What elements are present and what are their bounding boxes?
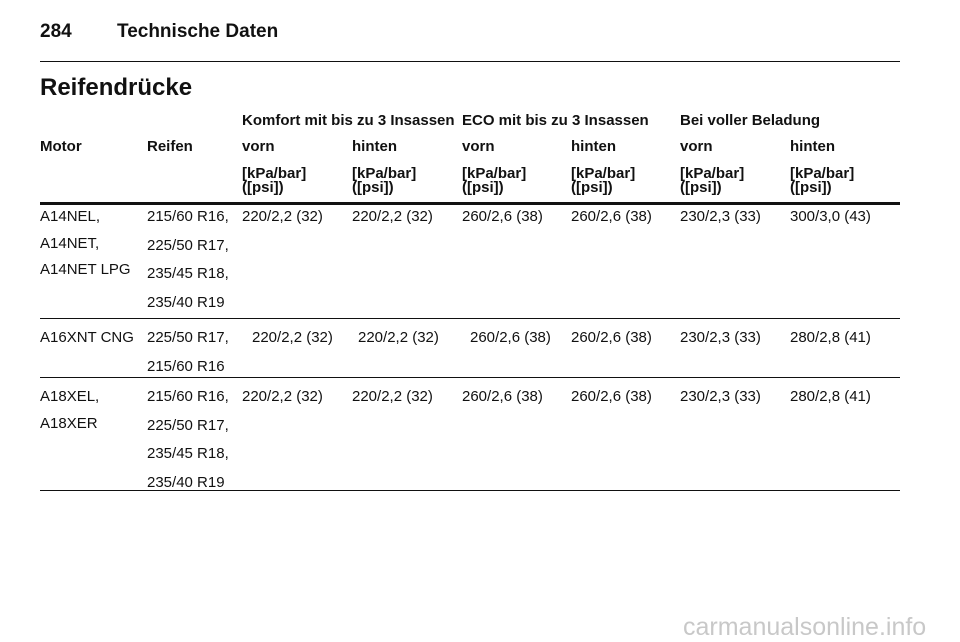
unit-label: ([psi]) — [680, 179, 722, 196]
pressure: 300/3,0 (43) — [790, 208, 871, 225]
pressure: 220/2,2 (32) — [252, 329, 333, 346]
pressure: 230/2,3 (33) — [680, 329, 761, 346]
pressure: 230/2,3 (33) — [680, 208, 761, 225]
tire-size: 235/40 R19 — [147, 473, 225, 491]
motor: A18XER — [40, 414, 98, 432]
unit-label: [kPa/bar] — [790, 165, 855, 182]
group-header: ECO mit bis zu 3 Insassen — [462, 112, 649, 129]
motor: A14NET, — [40, 234, 100, 252]
pressure: 220/2,2 (32) — [352, 388, 433, 405]
tire-size: 235/45 R18, — [147, 445, 229, 462]
unit-label: [kPa/bar] — [462, 165, 527, 182]
column-header: vorn — [462, 138, 495, 155]
pressure: 260/2,6 (38) — [462, 208, 543, 225]
column-header: Motor — [40, 138, 82, 155]
tire-size: 225/50 R17, — [147, 416, 229, 434]
motor: A14NEL, — [40, 208, 101, 225]
section-title: Reifendrücke — [40, 74, 193, 101]
column-header: hinten — [352, 138, 397, 155]
column-header: hinten — [571, 138, 616, 155]
unit-label: ([psi]) — [352, 179, 394, 196]
pressure: 280/2,8 (41) — [790, 329, 871, 346]
pressure: 280/2,8 (41) — [790, 388, 871, 405]
tire-size: 225/50 R17, — [147, 329, 229, 346]
pressure: 260/2,6 (38) — [571, 208, 652, 225]
row-rule — [40, 377, 900, 378]
unit-label: ([psi]) — [242, 179, 284, 196]
group-header: Bei voller Beladung — [680, 112, 821, 129]
unit-label: ([psi]) — [790, 179, 832, 196]
column-header: vorn — [242, 138, 275, 155]
header-rule — [40, 61, 900, 62]
pressure: 220/2,2 (32) — [352, 208, 433, 225]
motor: A14NET LPG — [40, 261, 131, 278]
page-title: Technische Daten — [117, 21, 279, 42]
group-header: Komfort mit bis zu 3 Insassen — [242, 112, 455, 129]
pressure: 230/2,3 (33) — [680, 388, 761, 405]
unit-label: [kPa/bar] — [680, 165, 745, 182]
pressure: 260/2,6 (38) — [462, 388, 543, 405]
pressure: 220/2,2 (32) — [358, 329, 439, 346]
motor: A16XNT CNG — [40, 329, 134, 346]
tire-size: 215/60 R16, — [147, 388, 229, 405]
pressure: 260/2,6 (38) — [470, 329, 551, 346]
unit-label: [kPa/bar] — [571, 165, 636, 182]
unit-label: [kPa/bar] — [242, 165, 307, 182]
pressure: 220/2,2 (32) — [242, 208, 323, 225]
tire-size: 235/40 R19 — [147, 293, 225, 311]
column-header: Reifen — [147, 138, 193, 155]
pressure: 220/2,2 (32) — [242, 388, 323, 405]
tire-size: 225/50 R17, — [147, 236, 229, 254]
unit-label: [kPa/bar] — [352, 165, 417, 182]
column-header: hinten — [790, 138, 835, 155]
tire-size: 215/60 R16, — [147, 208, 229, 225]
tire-size: 215/60 R16 — [147, 357, 225, 375]
column-header: vorn — [680, 138, 713, 155]
unit-label: ([psi]) — [462, 179, 504, 196]
row-rule — [40, 318, 900, 319]
table-header-rule — [40, 202, 900, 205]
unit-label: ([psi]) — [571, 179, 613, 196]
watermark: carmanualsonline.info — [683, 613, 927, 641]
page-number: 284 — [40, 21, 72, 42]
row-rule — [40, 490, 900, 491]
motor: A18XEL, — [40, 388, 100, 405]
pressure: 260/2,6 (38) — [571, 329, 652, 346]
pressure: 260/2,6 (38) — [571, 388, 652, 405]
tire-size: 235/45 R18, — [147, 265, 229, 282]
